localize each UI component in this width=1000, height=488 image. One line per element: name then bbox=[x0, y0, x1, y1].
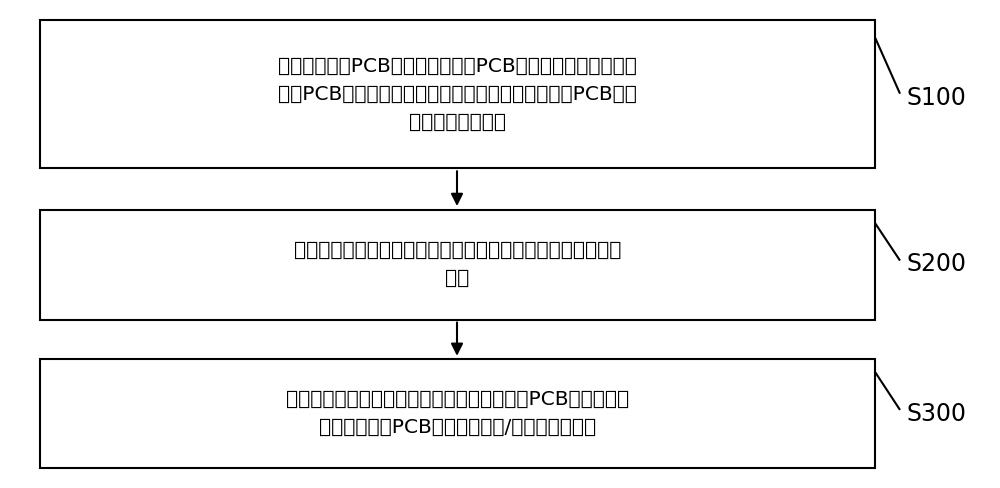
Text: 根据所述坐标文件对比表，确定所述改板后的PCB文件相对于
所述改板前的PCB文件中删除和/或增加的元器件: 根据所述坐标文件对比表，确定所述改板后的PCB文件相对于 所述改板前的PCB文件… bbox=[286, 390, 629, 437]
Text: S100: S100 bbox=[907, 85, 967, 110]
Text: S200: S200 bbox=[907, 252, 967, 277]
Bar bbox=[40, 359, 875, 468]
Text: S300: S300 bbox=[907, 402, 967, 426]
Bar bbox=[40, 210, 875, 320]
Text: 根据所述第一坐标文件与所述第二坐标文件，构建坐标文件对
比表: 根据所述第一坐标文件与所述第二坐标文件，构建坐标文件对 比表 bbox=[294, 241, 621, 288]
Bar bbox=[40, 20, 875, 168]
Text: 获取改板前的PCB文件与改板后的PCB文件，并根据所述改板
前的PCB文件得到第一坐标文件，根据所述改板后的PCB文件
得到第二坐标文件: 获取改板前的PCB文件与改板后的PCB文件，并根据所述改板 前的PCB文件得到第… bbox=[278, 57, 637, 131]
